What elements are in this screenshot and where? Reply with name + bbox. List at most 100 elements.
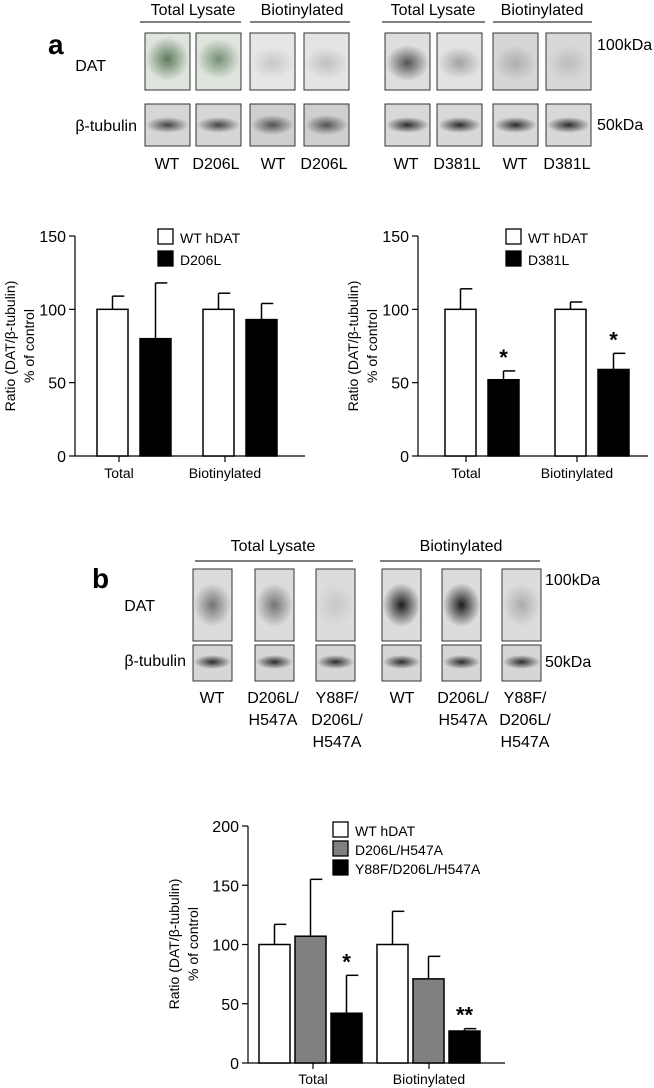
significance-marker: * xyxy=(609,327,618,352)
x-tick-label: Biotinylated xyxy=(541,465,613,481)
legend-swatch xyxy=(157,228,174,245)
blot-b-tub-2-band xyxy=(255,655,294,669)
lane-label-b-3-line-1: Y88F/ xyxy=(316,690,359,707)
x-tick-label: Biotinylated xyxy=(393,1071,465,1087)
legend-swatch xyxy=(505,250,522,267)
blot-b-dat-6-band xyxy=(502,583,541,627)
blot-a1-tub-1-band xyxy=(145,117,190,133)
legend-label: D381L xyxy=(528,252,569,268)
y-tick-label: 50 xyxy=(48,376,66,393)
marker-100kda-a: 100kDa xyxy=(597,37,652,54)
blot-a1-tub-4-band xyxy=(304,115,349,135)
bar xyxy=(554,308,587,457)
bar xyxy=(444,308,477,457)
bar xyxy=(597,368,630,457)
western-blots-a xyxy=(144,32,592,147)
legend-label: WT hDAT xyxy=(180,230,241,246)
blot-b-dat-2-band xyxy=(255,583,294,627)
bar xyxy=(96,308,129,457)
header-total-lysate-a1: Total Lysate xyxy=(151,2,236,19)
significance-marker: * xyxy=(499,345,508,370)
blot-b-dat-3-band xyxy=(316,583,355,627)
bar xyxy=(294,935,327,1064)
header-total-lysate-b: Total Lysate xyxy=(231,538,316,555)
y-tick-label: 0 xyxy=(57,449,66,466)
lane-label-b-6-line-2: D206L/ xyxy=(499,712,551,729)
y-tick-label: 100 xyxy=(382,302,409,319)
lane-label-b-6-line-3: H547A xyxy=(501,734,550,751)
bar xyxy=(487,378,520,457)
blot-b-tub-4-band xyxy=(382,655,421,669)
bar xyxy=(412,978,445,1064)
y-axis-label: Ratio (DAT/β-tubulin) xyxy=(2,281,18,412)
lane-label-b-5-line-1: D206L/ xyxy=(437,690,489,707)
bar xyxy=(376,943,409,1064)
y-axis-label: % of control xyxy=(185,907,201,981)
legend-swatch xyxy=(332,859,349,876)
marker-100kda-b: 100kDa xyxy=(545,572,600,589)
blot-a2-tub-2-band xyxy=(437,117,482,133)
legend-swatch xyxy=(157,250,174,267)
y-axis-label: % of control xyxy=(21,309,37,383)
y-axis-label: Ratio (DAT/β-tubulin) xyxy=(166,879,182,1010)
lane-label-b-3-line-3: H547A xyxy=(313,734,362,751)
blot-a1-dat-4-band xyxy=(304,47,349,79)
row-label-tubulin-a: β-tubulin xyxy=(75,118,137,135)
row-label-tubulin-b: β-tubulin xyxy=(124,653,186,670)
y-tick-label: 0 xyxy=(230,1056,239,1073)
bar-chart-h547a-mutants: 0 50 100 150 200 Ratio (DAT/β-tubulin)% of co… xyxy=(166,819,505,1087)
bar-chart-d381l: 0 50 100 150 Ratio (DAT/β-tubulin)% of contr… xyxy=(345,228,648,481)
panel-b-label: b xyxy=(92,563,109,594)
blot-b-tub-1-band xyxy=(193,655,232,669)
bar xyxy=(245,318,278,457)
blot-a1-tub-3-band xyxy=(250,115,295,135)
header-biotinylated-b: Biotinylated xyxy=(420,538,503,555)
blot-a1-dat-2-band xyxy=(196,39,241,79)
blot-b-dat-1-band xyxy=(193,583,232,627)
lane-label-b-4-line-1: WT xyxy=(390,690,415,707)
blot-b-tub-6-band xyxy=(502,655,541,669)
lane-label-a1-1: WT xyxy=(155,156,180,173)
blot-a2-dat-1-band xyxy=(385,45,430,81)
y-axis-label: Ratio (DAT/β-tubulin) xyxy=(345,281,361,412)
legend-swatch xyxy=(332,840,349,857)
blot-a1-dat-1-band xyxy=(145,37,190,81)
y-tick-label: 150 xyxy=(39,229,66,246)
lane-label-b-5-line-2: H547A xyxy=(439,712,488,729)
marker-50kda-b: 50kDa xyxy=(545,654,591,671)
lane-label-b-2-line-2: H547A xyxy=(249,712,298,729)
blot-a1-tub-2-band xyxy=(196,117,241,133)
legend-label: D206L/H547A xyxy=(355,842,444,858)
header-biotinylated-a1: Biotinylated xyxy=(261,2,344,19)
y-tick-label: 50 xyxy=(221,997,239,1014)
bar xyxy=(448,1030,481,1064)
lane-label-b-1-line-1: WT xyxy=(200,690,225,707)
x-tick-label: Total xyxy=(104,465,134,481)
blot-b-tub-5-band xyxy=(442,655,481,669)
blot-a2-tub-3-band xyxy=(493,117,538,133)
blot-b-dat-5-band xyxy=(442,583,481,627)
bar-chart-d206l: 0 50 100 150 Ratio (DAT/β-tubulin)% of contr… xyxy=(2,228,305,481)
bar xyxy=(202,308,235,457)
y-tick-label: 100 xyxy=(212,938,239,955)
y-tick-label: 50 xyxy=(391,376,409,393)
x-tick-label: Biotinylated xyxy=(189,465,261,481)
blot-a1-dat-3-band xyxy=(250,47,295,79)
legend-swatch xyxy=(332,821,349,838)
lane-label-b-3-line-2: D206L/ xyxy=(311,712,363,729)
bar xyxy=(330,1012,363,1064)
legend-label: Y88F/D206L/H547A xyxy=(355,861,481,877)
legend-label: D206L xyxy=(180,252,221,268)
marker-50kda-a: 50kDa xyxy=(597,117,643,134)
blot-a2-dat-3-band xyxy=(493,45,538,81)
y-axis-label: % of control xyxy=(364,309,380,383)
blot-b-dat-4-band xyxy=(382,583,421,627)
blot-a2-dat-2-band xyxy=(437,47,482,79)
legend-swatch xyxy=(505,228,522,245)
legend-label: WT hDAT xyxy=(355,823,416,839)
blot-a2-tub-4-band xyxy=(546,117,591,133)
lane-label-a1-2: D206L xyxy=(192,156,239,173)
x-tick-label: Total xyxy=(298,1071,328,1087)
legend-label: WT hDAT xyxy=(528,230,589,246)
